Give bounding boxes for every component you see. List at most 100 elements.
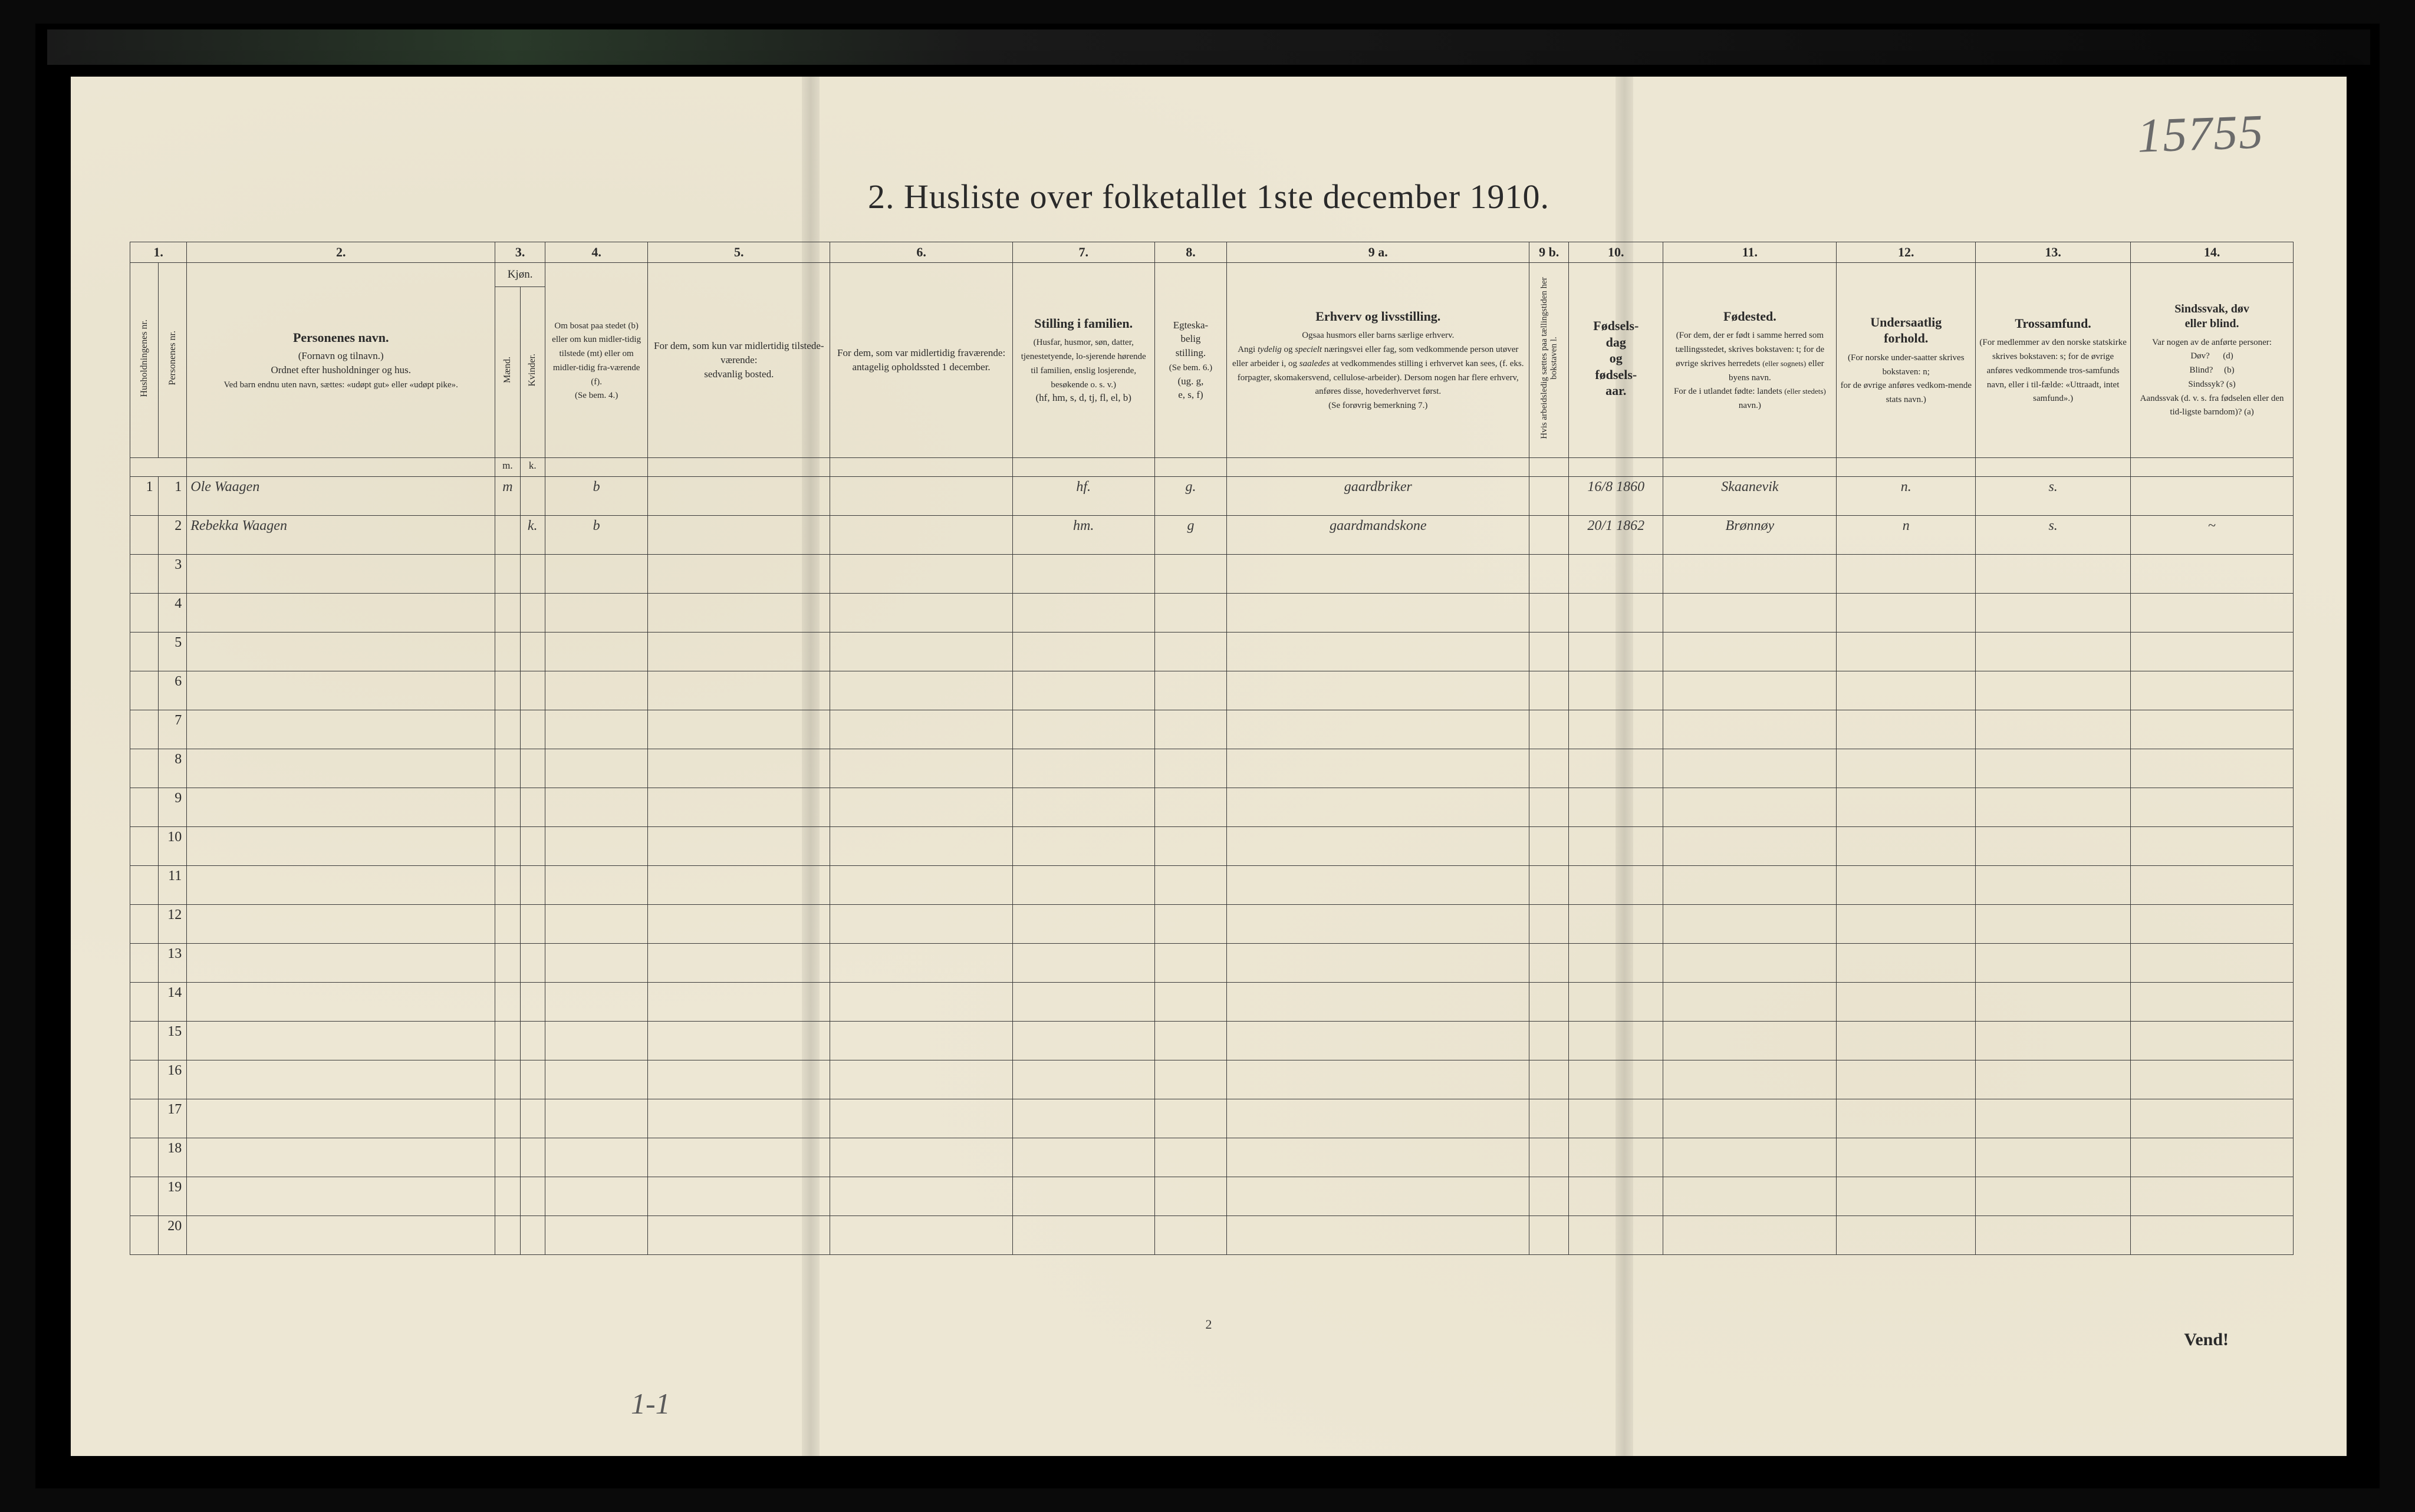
hdr-birthplace: Fødested. (For dem, der er født i samme … [1663,263,1837,458]
cell-empty [648,671,830,710]
cell-sex-k: k. [520,515,545,554]
cell-empty [1154,749,1227,788]
table-row-empty: 20 [130,1215,2294,1254]
cell-faith: s. [1976,476,2131,515]
cell-empty [1154,865,1227,904]
cell-empty [1529,826,1569,865]
cell-empty [187,1215,495,1254]
cell-empty [1569,671,1663,710]
cell-empty [187,1060,495,1099]
cell-household [130,788,159,826]
footer-page-number: 2 [71,1317,2347,1332]
cell-empty [1837,632,1976,671]
table-row-empty: 9 [130,788,2294,826]
cell-empty [1529,671,1569,710]
cell-personnr: 8 [158,749,187,788]
cell-empty [2131,671,2294,710]
cell-empty [2131,632,2294,671]
cell-personnr: 7 [158,710,187,749]
cell-empty [545,710,647,749]
cell-empty [2131,710,2294,749]
cell-household [130,1060,159,1099]
cell-empty [1837,671,1976,710]
cell-personnr: 4 [158,593,187,632]
cell-personnr: 11 [158,865,187,904]
cell-disability: ~ [2131,515,2294,554]
cell-empty [187,671,495,710]
cell-empty [495,865,520,904]
cell-empty [187,632,495,671]
cell-empty [187,1177,495,1215]
cell-empty [495,904,520,943]
cell-empty [495,788,520,826]
colnum-9b: 9 b. [1529,242,1569,263]
cell-empty [830,1138,1013,1177]
table-row: 2Rebekka Waagenk.bhm.ggaardmandskone20/1… [130,515,2294,554]
cell-empty [1663,1099,1837,1138]
cell-empty [1663,1177,1837,1215]
cell-empty [648,865,830,904]
cell-empty [1529,1021,1569,1060]
cell-personnr: 12 [158,904,187,943]
cell-empty [1663,865,1837,904]
cell-empty [2131,982,2294,1021]
cell-empty [1154,982,1227,1021]
cell-temp-absent [830,476,1013,515]
cell-empty [1529,943,1569,982]
cell-empty [1012,1215,1154,1254]
cell-empty [1569,1060,1663,1099]
cell-empty [1976,1177,2131,1215]
cell-family-role: hf. [1012,476,1154,515]
colnum-14: 14. [2131,242,2294,263]
cell-empty [1012,1021,1154,1060]
cell-empty [1569,632,1663,671]
cell-empty [1837,1021,1976,1060]
cell-empty [1569,943,1663,982]
cell-empty [1012,1177,1154,1215]
cell-birth: 16/8 1860 [1569,476,1663,515]
cell-empty [1227,1177,1529,1215]
cell-disability [2131,476,2294,515]
cell-empty [1012,826,1154,865]
cell-empty [1663,904,1837,943]
cell-empty [1154,710,1227,749]
cell-empty [2131,1021,2294,1060]
cell-empty [1569,1138,1663,1177]
cell-household [130,904,159,943]
cell-empty [1837,593,1976,632]
cell-empty [1227,671,1529,710]
hdr-occupation: Erhverv og livsstilling. Ogsaa husmors e… [1227,263,1529,458]
hdr-household-nr: Husholdningenes nr. [130,263,159,458]
cell-faith: s. [1976,515,2131,554]
cell-empty [2131,788,2294,826]
cell-personnr: 16 [158,1060,187,1099]
cell-empty [1569,904,1663,943]
cell-empty [495,943,520,982]
cell-empty [1663,710,1837,749]
cell-name: Ole Waagen [187,476,495,515]
cell-personnr: 10 [158,826,187,865]
table-row-empty: 11 [130,865,2294,904]
cell-empty [187,943,495,982]
cell-empty [187,865,495,904]
cell-empty [1663,671,1837,710]
cell-empty [2131,554,2294,593]
data-body: 11Ole Waagenmbhf.g.gaardbriker16/8 1860S… [130,476,2294,1254]
cell-empty [830,1099,1013,1138]
film-strip-top [47,29,2370,65]
hdr-name: Personenes navn. (Fornavn og tilnavn.) O… [187,263,495,458]
cell-empty [1837,982,1976,1021]
cell-empty [545,593,647,632]
cell-empty [1012,554,1154,593]
cell-empty [1837,1060,1976,1099]
cell-empty [1976,710,2131,749]
colnum-4: 4. [545,242,647,263]
cell-empty [1663,982,1837,1021]
cell-empty [2131,943,2294,982]
cell-empty [1976,904,2131,943]
table-row-empty: 4 [130,593,2294,632]
cell-temp-present [648,515,830,554]
cell-temp-absent [830,515,1013,554]
cell-empty [545,904,647,943]
cell-empty [1569,1215,1663,1254]
